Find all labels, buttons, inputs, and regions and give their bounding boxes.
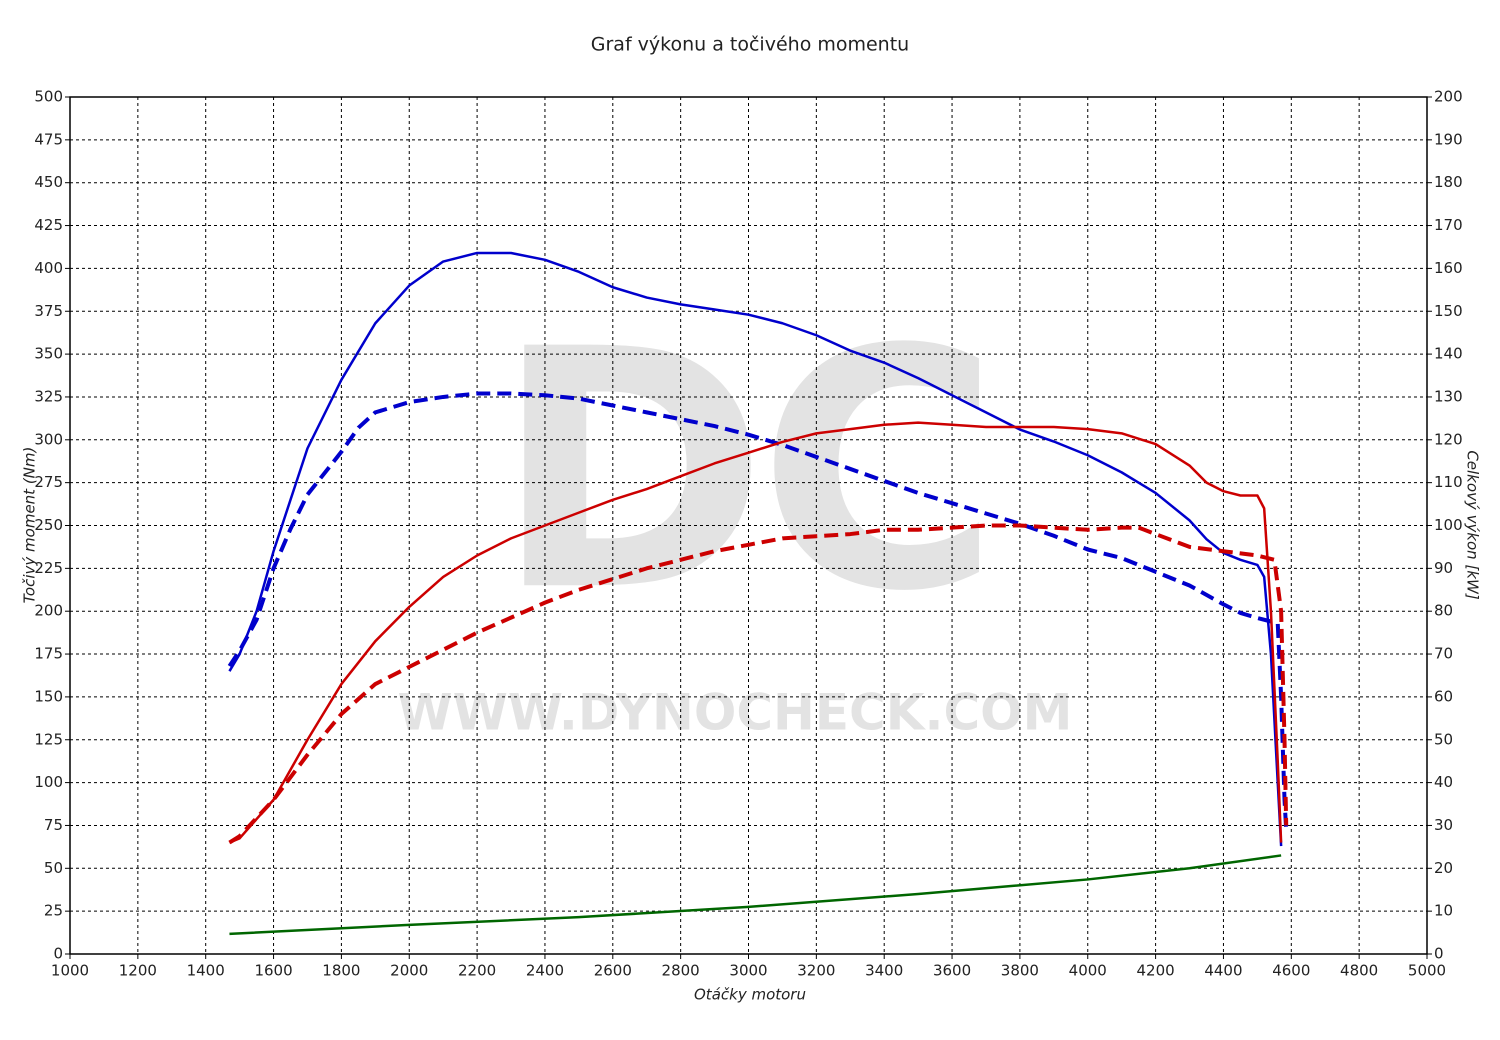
- x-tick-label: 2000: [390, 962, 428, 980]
- x-axis-label: Otáčky motoru: [694, 986, 806, 1004]
- y-tick-label: 500: [34, 88, 63, 106]
- watermark-logo: DC: [494, 279, 990, 663]
- x-tick-label: 3600: [933, 962, 971, 980]
- series-line: [227, 391, 1289, 831]
- x-tick-label: 3800: [1001, 962, 1039, 980]
- x-tick-label: 1800: [322, 962, 360, 980]
- x-tick-label: 1400: [187, 962, 225, 980]
- x-tick-label: 4400: [1204, 962, 1242, 980]
- y-tick-label: 0: [53, 945, 63, 963]
- y-tick-label: 125: [34, 730, 63, 748]
- y-tick-label: 25: [44, 902, 63, 920]
- plot-frame: [69, 96, 1428, 955]
- y2-tick-label: 160: [1434, 259, 1463, 277]
- y-tick-label: 250: [34, 516, 63, 534]
- y-tick-label: 275: [34, 473, 63, 491]
- y2-tick-label: 100: [1434, 516, 1463, 534]
- x-tick-label: 1200: [119, 962, 157, 980]
- y-tick-label: 100: [34, 773, 63, 791]
- x-tick-label: 4800: [1340, 962, 1378, 980]
- series-line: [228, 251, 1283, 847]
- y-tick-label: 75: [44, 816, 63, 834]
- y2-tick-label: 150: [1434, 302, 1463, 320]
- y-tick-label: 450: [34, 173, 63, 191]
- y2-tick-label: 50: [1434, 730, 1453, 748]
- series-line: [228, 421, 1283, 844]
- y2-tick-label: 180: [1434, 173, 1463, 191]
- y-tick-label: 300: [34, 430, 63, 448]
- watermark-url: WWW.DYNOCHECK.COM: [398, 684, 1073, 742]
- x-tick-label: 3400: [865, 962, 903, 980]
- series-line: [228, 523, 1289, 845]
- y2-tick-label: 110: [1434, 473, 1463, 491]
- x-tick-label: 1600: [254, 962, 292, 980]
- series-line: [229, 854, 1282, 936]
- x-tick-label: 1000: [51, 962, 89, 980]
- y-tick-label: 425: [34, 216, 63, 234]
- x-tick-label: 2600: [594, 962, 632, 980]
- y2-tick-label: 70: [1434, 645, 1453, 663]
- y2-tick-label: 130: [1434, 387, 1463, 405]
- y-tick-label: 50: [44, 859, 63, 877]
- chart-title: Graf výkonu a točivého momentu: [591, 34, 909, 56]
- y-tick-label: 175: [34, 645, 63, 663]
- x-tick-label: 2200: [458, 962, 496, 980]
- y2-tick-label: 30: [1434, 816, 1453, 834]
- y2-tick-label: 120: [1434, 430, 1463, 448]
- y2-tick-label: 60: [1434, 687, 1453, 705]
- y-tick-label: 350: [34, 345, 63, 363]
- y2-axis-label: Celkový výkon [kW]: [1464, 450, 1482, 600]
- y2-tick-label: 170: [1434, 216, 1463, 234]
- y2-tick-label: 20: [1434, 859, 1453, 877]
- y-tick-label: 375: [34, 302, 63, 320]
- y-tick-label: 400: [34, 259, 63, 277]
- y-tick-label: 475: [34, 130, 63, 148]
- x-tick-label: 3000: [729, 962, 767, 980]
- y2-tick-label: 190: [1434, 130, 1463, 148]
- y2-tick-label: 40: [1434, 773, 1453, 791]
- y-tick-label: 325: [34, 387, 63, 405]
- x-tick-label: 5000: [1408, 962, 1446, 980]
- y-axis-label: Točivý moment (Nm): [21, 447, 39, 604]
- y2-tick-label: 140: [1434, 345, 1463, 363]
- x-tick-label: 4200: [1137, 962, 1175, 980]
- y2-tick-label: 200: [1434, 88, 1463, 106]
- x-tick-label: 4000: [1069, 962, 1107, 980]
- y2-tick-label: 0: [1434, 945, 1444, 963]
- x-tick-label: 3200: [797, 962, 835, 980]
- y2-tick-label: 10: [1434, 902, 1453, 920]
- y-tick-label: 150: [34, 687, 63, 705]
- x-tick-label: 2400: [526, 962, 564, 980]
- x-tick-label: 4600: [1272, 962, 1310, 980]
- y2-tick-label: 80: [1434, 602, 1453, 620]
- y2-tick-label: 90: [1434, 559, 1453, 577]
- y-tick-label: 225: [34, 559, 63, 577]
- x-tick-label: 2800: [662, 962, 700, 980]
- y-tick-label: 200: [34, 602, 63, 620]
